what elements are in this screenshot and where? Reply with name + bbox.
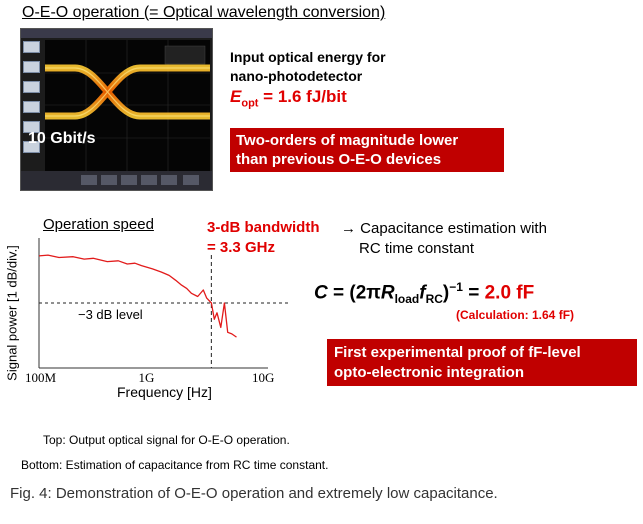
annotation-3db: −3 dB level	[78, 307, 143, 322]
calculation-note: (Calculation: 1.64 fF)	[456, 308, 575, 322]
eye-diagram	[45, 40, 210, 171]
capacitance-formula: C = (2πRloadfRC)−1 = 2.0 fF	[314, 280, 535, 307]
operation-speed-label: Operation speed	[43, 216, 154, 233]
x-tick-label: 10G	[252, 370, 275, 385]
scope-side-buttons	[23, 41, 43, 171]
highlight-box-top: Two-orders of magnitude lower than previ…	[230, 128, 504, 172]
section-heading: O-E-O operation (= Optical wavelength co…	[22, 4, 386, 21]
scope-toolbar	[21, 29, 212, 38]
x-tick-label: 100M	[25, 370, 57, 385]
caption-bottom: Bottom: Estimation of capacitance from R…	[21, 458, 329, 472]
caption-top: Top: Output optical signal for O-E-O ope…	[43, 433, 290, 447]
scope-status-bar	[21, 171, 212, 190]
x-axis-label: Frequency [Hz]	[117, 384, 212, 400]
bitrate-label: 10 Gbit/s	[28, 130, 96, 147]
figure-caption: Fig. 4: Demonstration of O-E-O operation…	[10, 485, 498, 502]
bandwidth-label: 3-dB bandwidth = 3.3 GHz	[207, 219, 320, 256]
input-energy-value: Eopt = 1.6 fJ/bit	[230, 87, 347, 110]
capacitance-note: → Capacitance estimation with RC time co…	[341, 220, 547, 257]
series-line-0	[38, 254, 237, 338]
oscilloscope-screenshot	[20, 28, 213, 191]
input-energy-title: Input optical energy for nano-photodetec…	[230, 49, 386, 84]
highlight-box-bottom: First experimental proof of fF-level opt…	[327, 339, 637, 386]
x-tick-label: 1G	[138, 370, 155, 385]
